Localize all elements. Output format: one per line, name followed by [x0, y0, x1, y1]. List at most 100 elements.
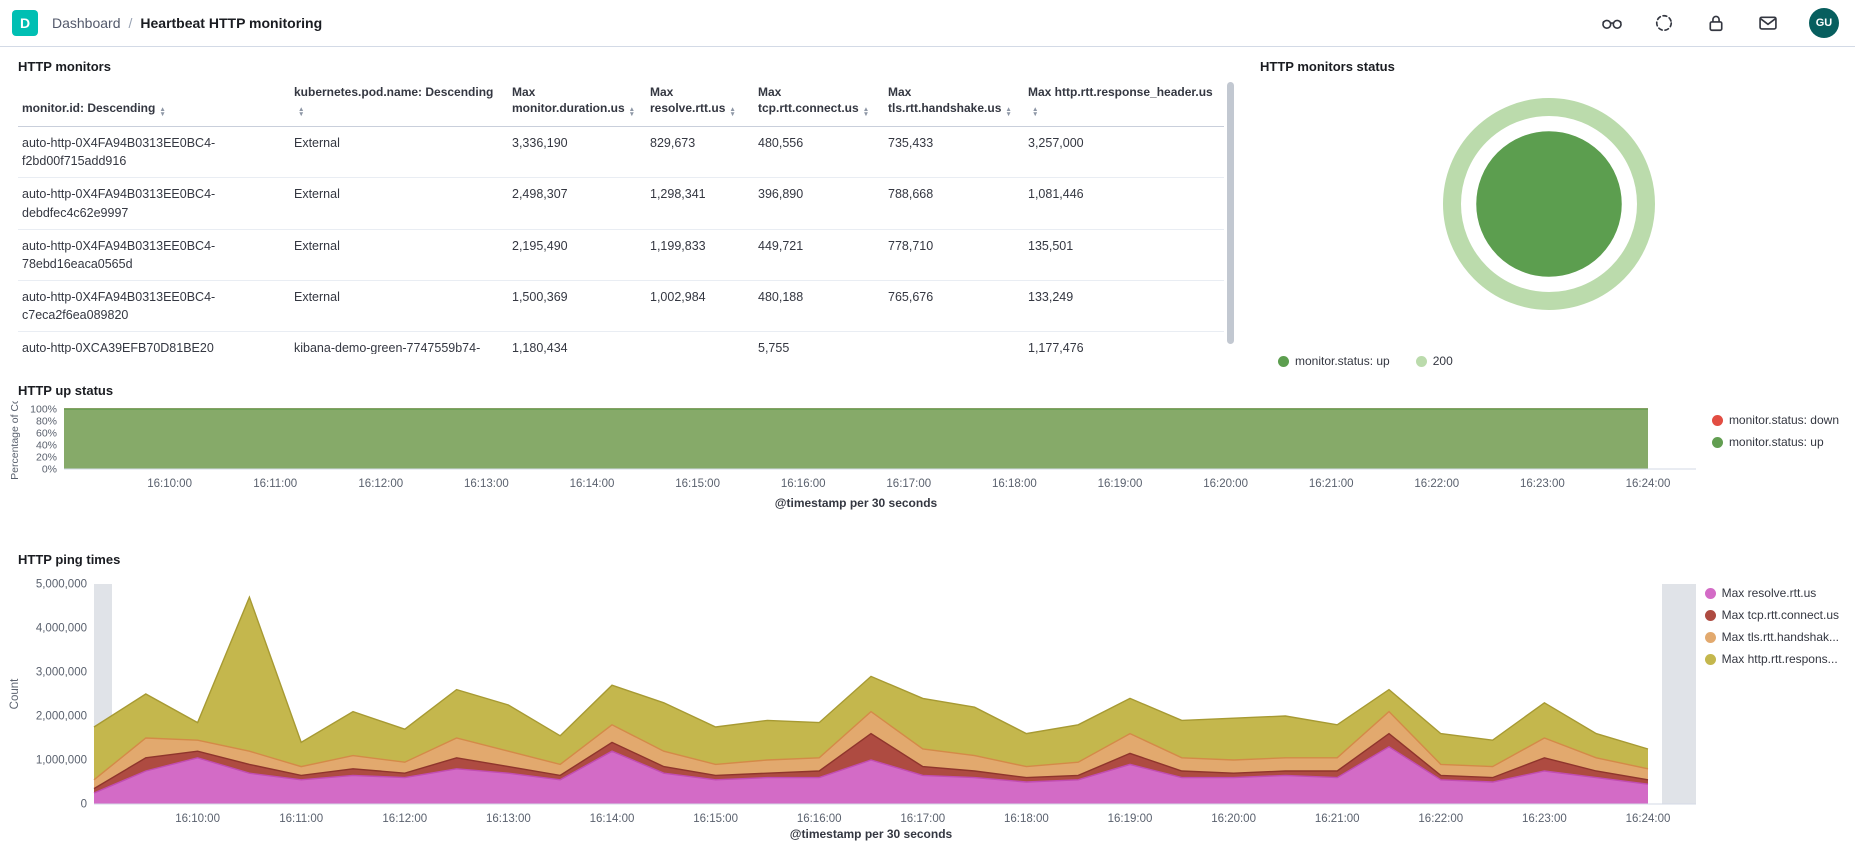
x-axis-tick-label: 16:18:00 — [1004, 813, 1049, 825]
x-axis-tick-label: 16:14:00 — [590, 813, 635, 825]
y-axis-tick-label: 20% — [36, 452, 57, 464]
donut-outer-ring — [1442, 98, 1655, 310]
legend-item[interactable]: 200 — [1415, 354, 1453, 368]
x-axis-tick-label: 16:13:00 — [486, 813, 531, 825]
table-scrollbar[interactable] — [1227, 82, 1234, 344]
x-axis-tick-label: 16:20:00 — [1211, 813, 1256, 825]
legend-label: Max resolve.rtt.us — [1721, 586, 1817, 600]
y-axis-tick-label: 1,000,000 — [36, 755, 87, 767]
x-axis-tick-label: 16:10:00 — [175, 813, 220, 825]
table-cell: 829,673 — [646, 126, 754, 179]
y-axis-tick-label: 0% — [42, 464, 57, 476]
x-axis-tick-label: 16:21:00 — [1309, 478, 1354, 490]
top-navbar: D Dashboard / Heartbeat HTTP monitoring — [0, 0, 1855, 47]
column-header-3[interactable]: Max monitor.duration.us ▲ ▼ — [508, 78, 646, 128]
legend-swatch — [1704, 631, 1716, 643]
column-header-4[interactable]: Max resolve.rtt.us ▲ ▼ — [646, 78, 754, 128]
x-axis-tick-label: 16:24:00 — [1626, 478, 1671, 490]
table-cell: 765,676 — [884, 280, 1024, 333]
table-cell — [884, 331, 1024, 354]
table-cell: kibana-demo-green-7747559b74- — [290, 331, 508, 354]
glasses-icon[interactable] — [1601, 12, 1623, 34]
column-header-2[interactable]: kubernetes.pod.name: Descending ▲ ▼ — [290, 78, 508, 128]
x-axis-tick-label: 16:11:00 — [279, 813, 323, 825]
table-row: auto-http-0X4FA94B0313EE0BC4-c7eca2f6ea0… — [18, 280, 1224, 333]
legend-label: monitor.status: down — [1728, 413, 1839, 427]
column-header-1[interactable]: monitor.id: Descending ▲ ▼ — [18, 78, 290, 128]
table-cell: 3,336,190 — [508, 126, 646, 179]
sort-icon[interactable]: ▲ ▼ — [298, 106, 305, 119]
table-cell: 1,199,833 — [646, 229, 754, 281]
sort-icon[interactable]: ▲ ▼ — [1005, 106, 1012, 119]
table-cell: 1,177,476 — [1024, 331, 1224, 354]
table-cell: External — [290, 177, 508, 230]
table-cell: 2,195,490 — [508, 229, 646, 281]
column-header-label: Max resolve.rtt.us — [650, 85, 726, 116]
lock-icon[interactable] — [1705, 12, 1727, 34]
table-cell: 788,668 — [884, 177, 1024, 230]
legend-swatch — [1278, 355, 1289, 367]
table-cell: auto-http-0X4FA94B0313EE0BC4-78ebd16eaca… — [18, 229, 290, 281]
y-axis-title: Count — [9, 678, 21, 709]
panel-http-ping-times: HTTP ping times 0 1,000,000 2,000,000 3,000… — [6, 552, 1849, 854]
sort-icon[interactable]: ▲ ▼ — [628, 106, 636, 119]
legend-label: Max tls.rtt.handshak... — [1721, 630, 1839, 644]
table-row: auto-http-0X4FA94B0313EE0BC4-f2bd00f715a… — [18, 126, 1224, 179]
x-axis-tick-label: 16:13:00 — [464, 478, 509, 490]
x-axis-tick-label: 16:19:00 — [1108, 813, 1153, 825]
legend-item[interactable]: Max http.rtt.respons... — [1704, 652, 1839, 666]
x-axis-tick-label: 16:22:00 — [1414, 478, 1459, 490]
y-axis-tick-label: 4,000,000 — [36, 623, 87, 635]
x-axis-tick-label: 16:17:00 — [886, 478, 931, 490]
table-cell: auto-http-0X4FA94B0313EE0BC4-debdfec4c62… — [18, 177, 290, 230]
table-row: auto-http-0X4FA94B0313EE0BC4-78ebd16eaca… — [18, 229, 1224, 281]
breadcrumb: Dashboard / Heartbeat HTTP monitoring — [52, 15, 322, 31]
table-cell: 1,081,446 — [1024, 177, 1224, 230]
legend-item[interactable]: Max tcp.rtt.connect.us — [1704, 608, 1839, 622]
legend-label: Max tcp.rtt.connect.us — [1721, 608, 1839, 622]
up-status-chart[interactable]: 0%20%40%60%80%100% 16:10:00 16:11:00 16:12:… — [6, 401, 1847, 519]
legend-swatch — [1704, 653, 1716, 665]
x-axis-tick-label: 16:23:00 — [1520, 478, 1565, 490]
y-axis-tick-label: 0 — [81, 799, 87, 811]
table-cell: External — [290, 280, 508, 333]
mail-icon[interactable] — [1757, 12, 1779, 34]
status-donut-chart[interactable] — [1434, 86, 1664, 322]
column-header-7[interactable]: Max http.rtt.response_header.us ▲ ▼ — [1024, 78, 1224, 128]
sort-icon[interactable]: ▲ ▼ — [862, 106, 870, 119]
sort-icon[interactable]: ▲ ▼ — [159, 106, 166, 119]
legend-swatch — [1711, 414, 1723, 426]
legend-swatch — [1704, 587, 1716, 599]
breadcrumb-dashboard-link[interactable]: Dashboard — [52, 15, 121, 31]
monitors-table-container[interactable]: monitor.id: Descending ▲ ▼ kubernetes.pod.n… — [18, 78, 1234, 354]
table-cell: 1,180,434 — [508, 331, 646, 354]
area-series-outline — [93, 745, 1649, 794]
column-header-6[interactable]: Max tls.rtt.handshake.us ▲ ▼ — [884, 78, 1024, 128]
app-logo[interactable]: D — [12, 10, 38, 36]
legend-item[interactable]: monitor.status: up — [1711, 435, 1839, 449]
community-icon[interactable] — [1653, 12, 1675, 34]
dashboard-grid: HTTP monitors monitor.id: Descending ▲ ▼ ku… — [0, 47, 1855, 854]
user-avatar[interactable]: GU — [1809, 8, 1839, 38]
breadcrumb-current-page: Heartbeat HTTP monitoring — [140, 15, 323, 31]
column-header-5[interactable]: Max tcp.rtt.connect.us ▲ ▼ — [754, 78, 884, 128]
y-axis-title: Percentage of Co — [9, 401, 21, 480]
legend-item[interactable]: Max resolve.rtt.us — [1704, 586, 1839, 600]
ping-times-chart[interactable]: 0 1,000,000 2,000,000 3,000,000 4,000,000 5,0… — [6, 570, 1847, 842]
x-axis-tick-label: 16:14:00 — [570, 478, 615, 490]
legend-item[interactable]: monitor.status: down — [1711, 413, 1839, 427]
y-axis-tick-label: 100% — [30, 404, 57, 416]
panel-title-http-up-status: HTTP up status — [18, 383, 114, 398]
legend-item[interactable]: monitor.status: up — [1278, 354, 1390, 368]
table-row: auto-http-0X4FA94B0313EE0BC4-debdfec4c62… — [18, 177, 1224, 230]
sort-icon[interactable]: ▲ ▼ — [1032, 106, 1039, 119]
sort-icon[interactable]: ▲ ▼ — [729, 106, 736, 119]
table-cell: 135,501 — [1024, 229, 1224, 281]
table-cell: 2,498,307 — [508, 177, 646, 230]
donut-legend: monitor.status: up 200 — [1278, 354, 1453, 368]
breadcrumb-separator: / — [128, 15, 133, 31]
legend-item[interactable]: Max tls.rtt.handshak... — [1704, 630, 1839, 644]
panel-title-http-ping-times: HTTP ping times — [18, 552, 121, 567]
ping-times-legend: Max resolve.rtt.us Max tcp.rtt.connect.us… — [1704, 586, 1839, 666]
